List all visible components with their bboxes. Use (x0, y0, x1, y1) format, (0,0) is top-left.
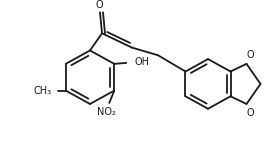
Text: O: O (247, 108, 254, 118)
Text: O: O (247, 50, 254, 60)
Text: O: O (95, 0, 103, 10)
Text: CH₃: CH₃ (34, 86, 52, 96)
Text: OH: OH (134, 57, 149, 67)
Text: NO₂: NO₂ (97, 107, 116, 117)
